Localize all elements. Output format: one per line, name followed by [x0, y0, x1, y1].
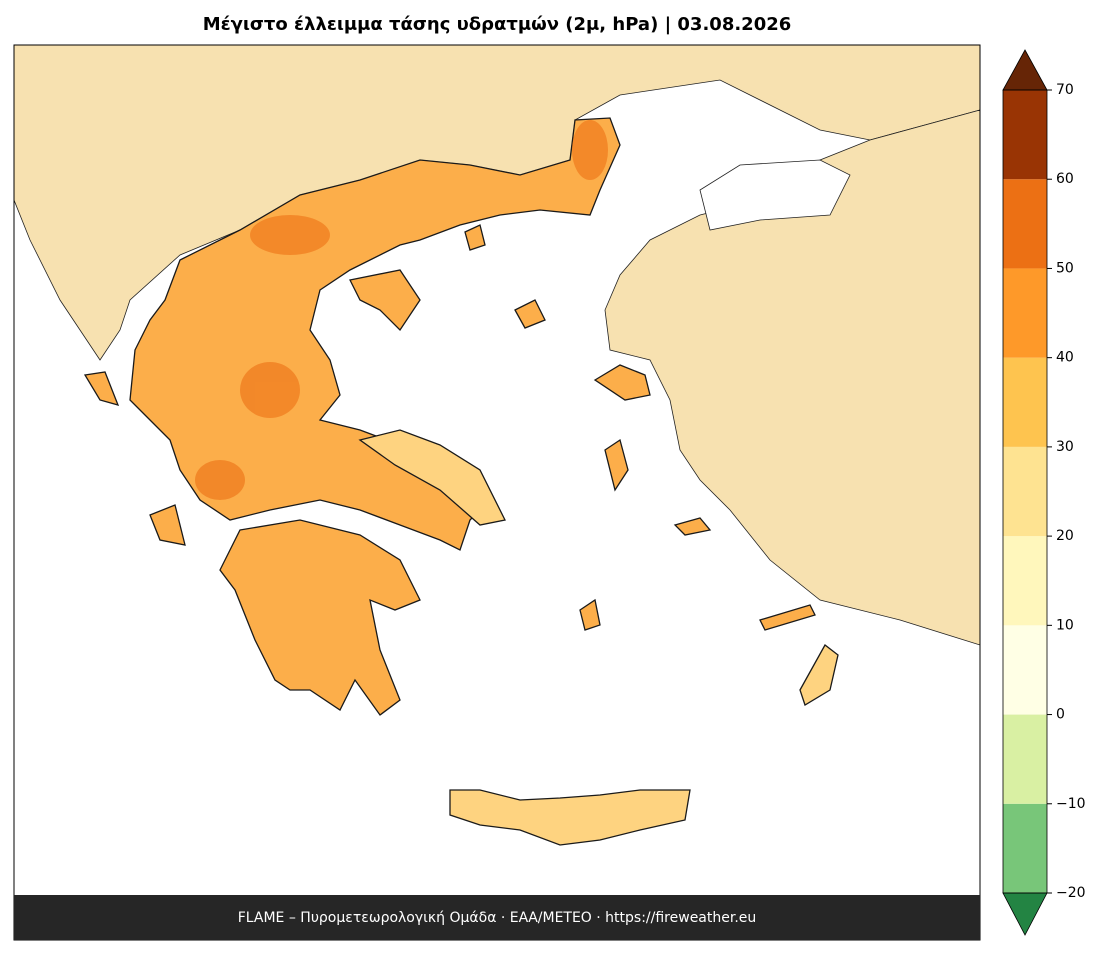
colorbar-frame — [1002, 89, 1048, 894]
hot-spots — [195, 120, 608, 500]
colorbar-bin — [1003, 714, 1047, 804]
footer: FLAME – Πυρομετεωρολογική Ομάδα · ΕΑΑ/ME… — [238, 910, 757, 926]
peloponnese — [219, 519, 421, 716]
samos — [673, 517, 712, 536]
colorbar-bin — [1003, 179, 1047, 269]
crete — [449, 789, 691, 846]
colorbar-bin — [1003, 357, 1047, 447]
colorbar-tick-label: 40 — [1056, 350, 1074, 366]
colorbar-under — [1002, 892, 1048, 936]
marmara-sea — [699, 159, 851, 231]
rhodes — [799, 644, 839, 706]
colorbar-bin — [1003, 268, 1047, 358]
thasos — [464, 224, 486, 251]
kefalonia — [149, 504, 186, 546]
hot-spot — [240, 362, 300, 418]
kos — [759, 604, 816, 631]
hot-spot — [250, 215, 330, 255]
lesvos — [593, 364, 651, 401]
limnos — [514, 299, 546, 329]
colorbar-tick-label: 30 — [1056, 439, 1074, 455]
colorbar-tick-label: 20 — [1056, 528, 1074, 544]
mainland — [129, 117, 621, 551]
colorbar-bin — [1003, 90, 1047, 180]
colorbar-tick-label: 50 — [1056, 260, 1074, 276]
colorbar-bin — [1003, 625, 1047, 715]
hot-spot — [195, 460, 245, 500]
title: Μέγιστο έλλειμμα τάσης υδρατμών (2μ, hPa… — [203, 14, 792, 35]
colorbar-bin — [1003, 803, 1047, 893]
colorbar-tick-label: 70 — [1056, 82, 1074, 98]
halkidiki — [349, 269, 421, 332]
chios — [604, 438, 629, 492]
colorbar-tick-label: −20 — [1056, 885, 1086, 901]
colorbar-bin — [1003, 446, 1047, 537]
greece — [83, 117, 839, 846]
colorbar-bin — [1003, 536, 1047, 626]
corfu — [83, 371, 120, 406]
evia — [358, 429, 506, 526]
map: FLAME – Πυρομετεωρολογική Ομάδα · ΕΑΑ/ME… — [13, 44, 981, 941]
colorbar-tick-label: −10 — [1056, 796, 1086, 812]
colorbar-over — [1002, 49, 1048, 91]
colorbar-tick-label: 60 — [1056, 171, 1074, 187]
colorbar-tick-label: 0 — [1056, 707, 1065, 723]
footer-band — [14, 895, 980, 940]
colorbar-tick-label: 10 — [1056, 617, 1074, 633]
hot-spot — [572, 120, 608, 180]
naxos — [579, 598, 601, 631]
